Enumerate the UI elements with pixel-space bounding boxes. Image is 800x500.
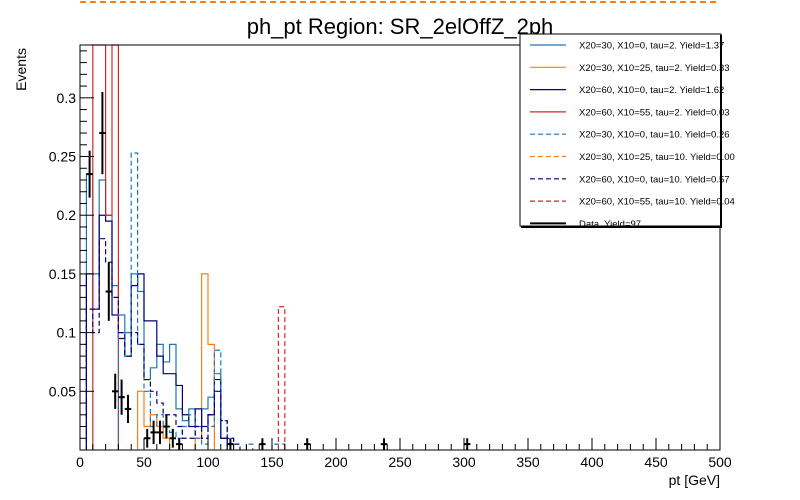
legend-entry: X20=30, X10=25, tau=2. Yield=0.33 — [530, 63, 730, 74]
x-axis: 0 50 100 150 200 250 300 350 400 450 500 — [76, 438, 732, 470]
legend-shadow-right — [720, 35, 722, 228]
data-point — [86, 150, 93, 198]
legend-entry: X20=60, X10=55, tau=2. Yield=0.03 — [530, 107, 730, 118]
data-point — [118, 379, 125, 415]
x-tick-label: 250 — [388, 454, 412, 470]
series-7-histogram — [277, 306, 286, 450]
x-tick-label: 150 — [260, 454, 284, 470]
legend-label: X20=30, X10=25, tau=10. Yield=0.00 — [579, 152, 735, 163]
series-2-histogram — [85, 214, 228, 450]
legend-label: X20=60, X10=55, tau=2. Yield=0.03 — [579, 107, 730, 118]
legend-entry: X20=30, X10=0, tau=10. Yield=0.26 — [530, 130, 730, 141]
data-points-layer — [86, 91, 471, 450]
data-point — [380, 438, 388, 450]
legend-label: Data. Yield=97 — [579, 219, 641, 230]
x-tick-label: 100 — [196, 454, 220, 470]
chart-title: ph_pt Region: SR_2elOffZ_2ph — [247, 14, 554, 39]
legend-label: X20=60, X10=55, tau=10. Yield=0.04 — [579, 197, 735, 208]
y-tick-label: 0.05 — [49, 383, 76, 399]
data-point — [105, 262, 112, 321]
data-point — [227, 438, 234, 450]
data-point — [112, 373, 119, 409]
legend-shadow-bottom — [521, 226, 722, 228]
data-point — [99, 91, 106, 175]
x-tick-label: 200 — [324, 454, 348, 470]
y-axis-label: Events — [13, 48, 29, 91]
data-point — [169, 428, 176, 448]
data-point — [304, 438, 311, 450]
y-axis: 0.05 0.1 0.15 0.2 0.25 0.3 — [49, 50, 94, 439]
legend-entry: X20=60, X10=55, tau=10. Yield=0.04 — [530, 197, 735, 208]
data-point — [464, 438, 471, 450]
legend-entry: X20=60, X10=0, tau=10. Yield=0.57 — [530, 174, 730, 185]
data-point — [156, 420, 164, 445]
series-6-histogram — [85, 238, 241, 450]
x-tick-label: 0 — [76, 454, 84, 470]
x-tick-label: 50 — [136, 454, 152, 470]
legend-label: X20=30, X10=0, tau=10. Yield=0.26 — [579, 130, 730, 141]
data-point — [163, 414, 170, 439]
legend-label: X20=30, X10=0, tau=2. Yield=1.37 — [579, 41, 724, 52]
legend: X20=30, X10=0, tau=2. Yield=1.37 X20=30, … — [519, 33, 735, 230]
y-tick-label: 0.3 — [57, 90, 77, 106]
data-point — [124, 394, 132, 423]
data-point — [259, 438, 266, 450]
legend-label: X20=60, X10=0, tau=2. Yield=1.62 — [579, 85, 724, 96]
y-tick-label: 0.2 — [57, 207, 77, 223]
x-tick-label: 300 — [452, 454, 476, 470]
x-tick-label: 400 — [580, 454, 604, 470]
x-tick-label: 500 — [708, 454, 732, 470]
legend-entry: Data. Yield=97 — [530, 219, 641, 230]
y-tick-label: 0.15 — [49, 266, 76, 282]
legend-entry: X20=60, X10=0, tau=2. Yield=1.62 — [530, 85, 724, 96]
legend-entry: X20=30, X10=25, tau=10. Yield=0.00 — [530, 152, 735, 163]
legend-box — [519, 33, 722, 227]
legend-label: X20=60, X10=0, tau=10. Yield=0.57 — [579, 174, 730, 185]
y-tick-label: 0.25 — [49, 149, 76, 165]
x-tick-label: 350 — [516, 454, 540, 470]
x-tick-label: 450 — [644, 454, 668, 470]
legend-label: X20=30, X10=25, tau=2. Yield=0.33 — [579, 63, 730, 74]
legend-entry: X20=30, X10=0, tau=2. Yield=1.37 — [530, 41, 724, 52]
data-point — [150, 420, 157, 445]
x-axis-label: pt [GeV] — [669, 472, 720, 488]
data-point — [176, 438, 183, 450]
data-point — [144, 428, 151, 448]
y-tick-label: 0.1 — [57, 325, 77, 341]
